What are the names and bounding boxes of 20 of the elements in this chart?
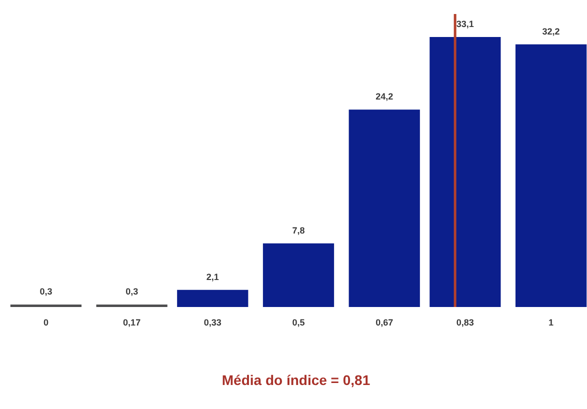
x-tick-label: 0 (43, 317, 48, 328)
data-label: 0,3 (40, 286, 52, 297)
data-label: 0,3 (126, 286, 138, 297)
data-label: 7,8 (292, 225, 305, 236)
bar (348, 110, 420, 307)
data-label: 32,2 (542, 26, 560, 36)
bar (177, 290, 248, 307)
data-label: 2,1 (206, 272, 219, 282)
x-tick-label: 0,17 (123, 317, 141, 328)
x-tick-label: 1 (548, 317, 554, 328)
x-tick-label: 0,83 (456, 317, 474, 328)
text: Média do índice = 0,81 (222, 372, 370, 388)
data-label: 24,2 (376, 92, 394, 102)
x-tick-label: 0,33 (204, 317, 222, 328)
bar (515, 44, 587, 307)
bar (262, 243, 334, 307)
data-label: 33,1 (456, 19, 474, 29)
bar (430, 37, 501, 307)
x-tick-label: 0,67 (376, 317, 394, 328)
x-tick-label: 0,5 (292, 317, 305, 328)
